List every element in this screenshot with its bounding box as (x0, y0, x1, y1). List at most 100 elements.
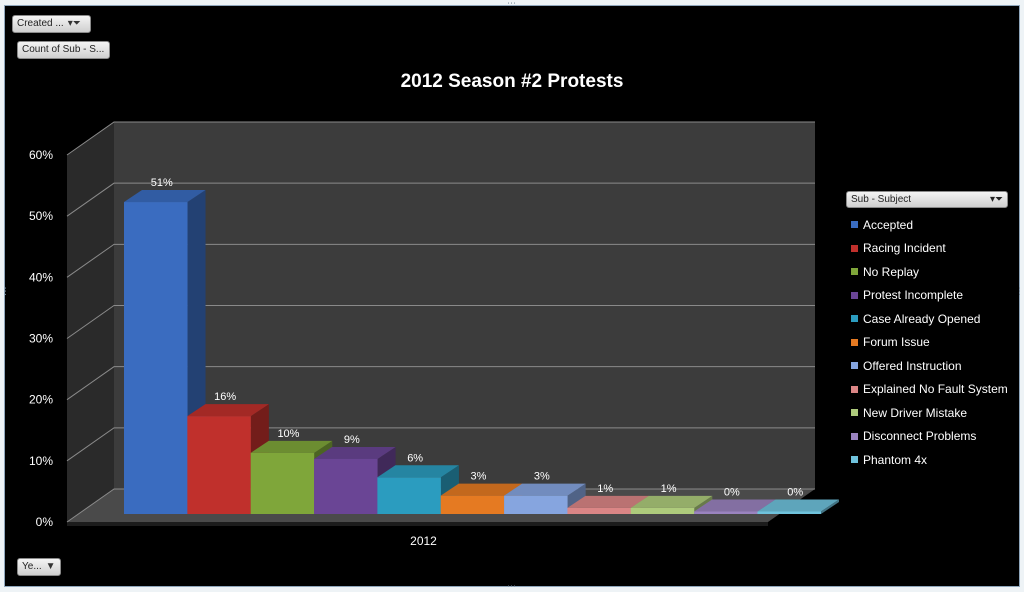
dropdown-arrow-icon: ▼ (45, 561, 56, 572)
legend-label: Racing Incident (863, 241, 946, 256)
chart-title: 2012 Season #2 Protests (400, 71, 624, 92)
gridline (66, 121, 815, 156)
report-filter-label: Created ... (17, 18, 64, 29)
data-label: 16% (214, 391, 236, 403)
values-field-label: Count of Sub - S... (22, 44, 105, 55)
bar-front (440, 495, 505, 514)
gridline (66, 243, 815, 278)
legend-label: No Replay (863, 264, 920, 279)
legend-field-button[interactable]: Sub - Subject ▾⏷ (846, 191, 1008, 208)
data-label: 1% (661, 483, 677, 495)
gridline (66, 182, 815, 217)
legend-item: Offered Instruction (846, 354, 1008, 378)
legend-label: Disconnect Problems (863, 429, 977, 444)
legend-swatch (851, 456, 858, 464)
legend-item: Phantom 4x (846, 448, 1008, 472)
data-label: 3% (471, 471, 487, 483)
y-tick-labels: 0% 10% 20% 30% 40% 50% 60% (29, 148, 53, 529)
values-field-button[interactable]: Count of Sub - S... (17, 41, 110, 59)
legend-label: Forum Issue (863, 335, 930, 350)
legend-item: Explained No Fault System (846, 378, 1008, 402)
y-tick-label: 30% (29, 332, 53, 346)
data-label: 1% (597, 483, 613, 495)
bar-front (694, 511, 758, 514)
legend-label: Accepted (863, 217, 914, 232)
legend-swatch (851, 362, 858, 370)
y-tick-label: 20% (29, 393, 53, 407)
legend-swatch (851, 385, 858, 393)
bar-top (504, 483, 586, 496)
bar-front (630, 507, 695, 514)
legend-swatch (851, 338, 858, 346)
data-label: 10% (277, 428, 299, 440)
legend-label: Protest Incomplete (863, 288, 964, 303)
bar-front (124, 202, 188, 515)
report-filter-button[interactable]: Created ... ▾⏷ (12, 15, 91, 33)
bar-top (630, 495, 713, 508)
data-label: 9% (344, 434, 360, 446)
filter-funnel-icon: ▾⏷ (989, 194, 1003, 205)
bar-phantom-4x (757, 499, 839, 514)
y-tick-label: 0% (36, 515, 54, 529)
bar-top (694, 499, 776, 512)
bar-top (250, 440, 333, 453)
resize-handle-bottom[interactable]: ⋯ (507, 582, 516, 592)
y-tick-label: 10% (29, 454, 53, 468)
bar-front (757, 511, 821, 514)
legend-swatch (851, 315, 858, 323)
legend-swatch (851, 291, 858, 299)
bar-front (314, 458, 378, 514)
legend-item: Forum Issue (846, 331, 1008, 355)
gridline (66, 366, 815, 401)
data-label: 0% (724, 487, 740, 499)
legend-item: New Driver Mistake (846, 401, 1008, 425)
resize-handle-left[interactable]: ⋮ (1, 287, 10, 297)
bar-front (504, 495, 568, 514)
bars (124, 190, 839, 515)
x-tick-labels: 2012 (410, 534, 437, 548)
bar-front (377, 477, 441, 514)
bar-top (377, 465, 459, 478)
legend-label: Phantom 4x (863, 452, 928, 467)
filter-funnel-icon: ▾⏷ (67, 18, 81, 29)
bar-top (567, 495, 649, 508)
legend-label: Case Already Opened (863, 311, 981, 326)
legend-item: Protest Incomplete (846, 284, 1008, 308)
legend: Sub - Subject ▾⏷ Accepted Racing Incident… (846, 191, 1008, 472)
legend-item: Disconnect Problems (846, 425, 1008, 449)
y-tick-label: 60% (29, 148, 53, 162)
axis-field-label: Ye... (22, 561, 42, 572)
bar-top (124, 190, 206, 203)
data-label: 6% (407, 452, 423, 464)
legend-swatch (851, 244, 858, 252)
axis-field-button[interactable]: Ye... ▼ (17, 558, 61, 576)
legend-swatch (851, 432, 858, 440)
legend-swatch (851, 268, 858, 276)
bar-front (567, 507, 631, 514)
bar-front (250, 452, 315, 514)
x-tick-label: 2012 (410, 534, 437, 548)
bar-top (757, 499, 839, 512)
legend-item: No Replay (846, 260, 1008, 284)
bar-top (187, 404, 269, 417)
legend-item: Accepted (846, 213, 1008, 237)
legend-label: New Driver Mistake (863, 405, 968, 420)
legend-items: Accepted Racing Incident No Replay Protest … (846, 213, 1008, 472)
y-tick-label: 40% (29, 270, 53, 284)
legend-field-label: Sub - Subject (851, 194, 912, 205)
bar-top (314, 446, 396, 459)
legend-item: Case Already Opened (846, 307, 1008, 331)
legend-label: Offered Instruction (863, 358, 962, 373)
data-label: 3% (534, 471, 550, 483)
data-label: 0% (787, 487, 803, 499)
bar-front (187, 416, 251, 514)
legend-swatch (851, 409, 858, 417)
floor-edge (67, 522, 768, 526)
gridline (66, 427, 815, 462)
bar-side (821, 499, 839, 514)
bar-top (440, 483, 523, 496)
resize-handle-top[interactable]: ⋯ (507, 0, 516, 9)
resize-handle-right[interactable]: ⋮ (1015, 287, 1024, 297)
legend-item: Racing Incident (846, 237, 1008, 261)
